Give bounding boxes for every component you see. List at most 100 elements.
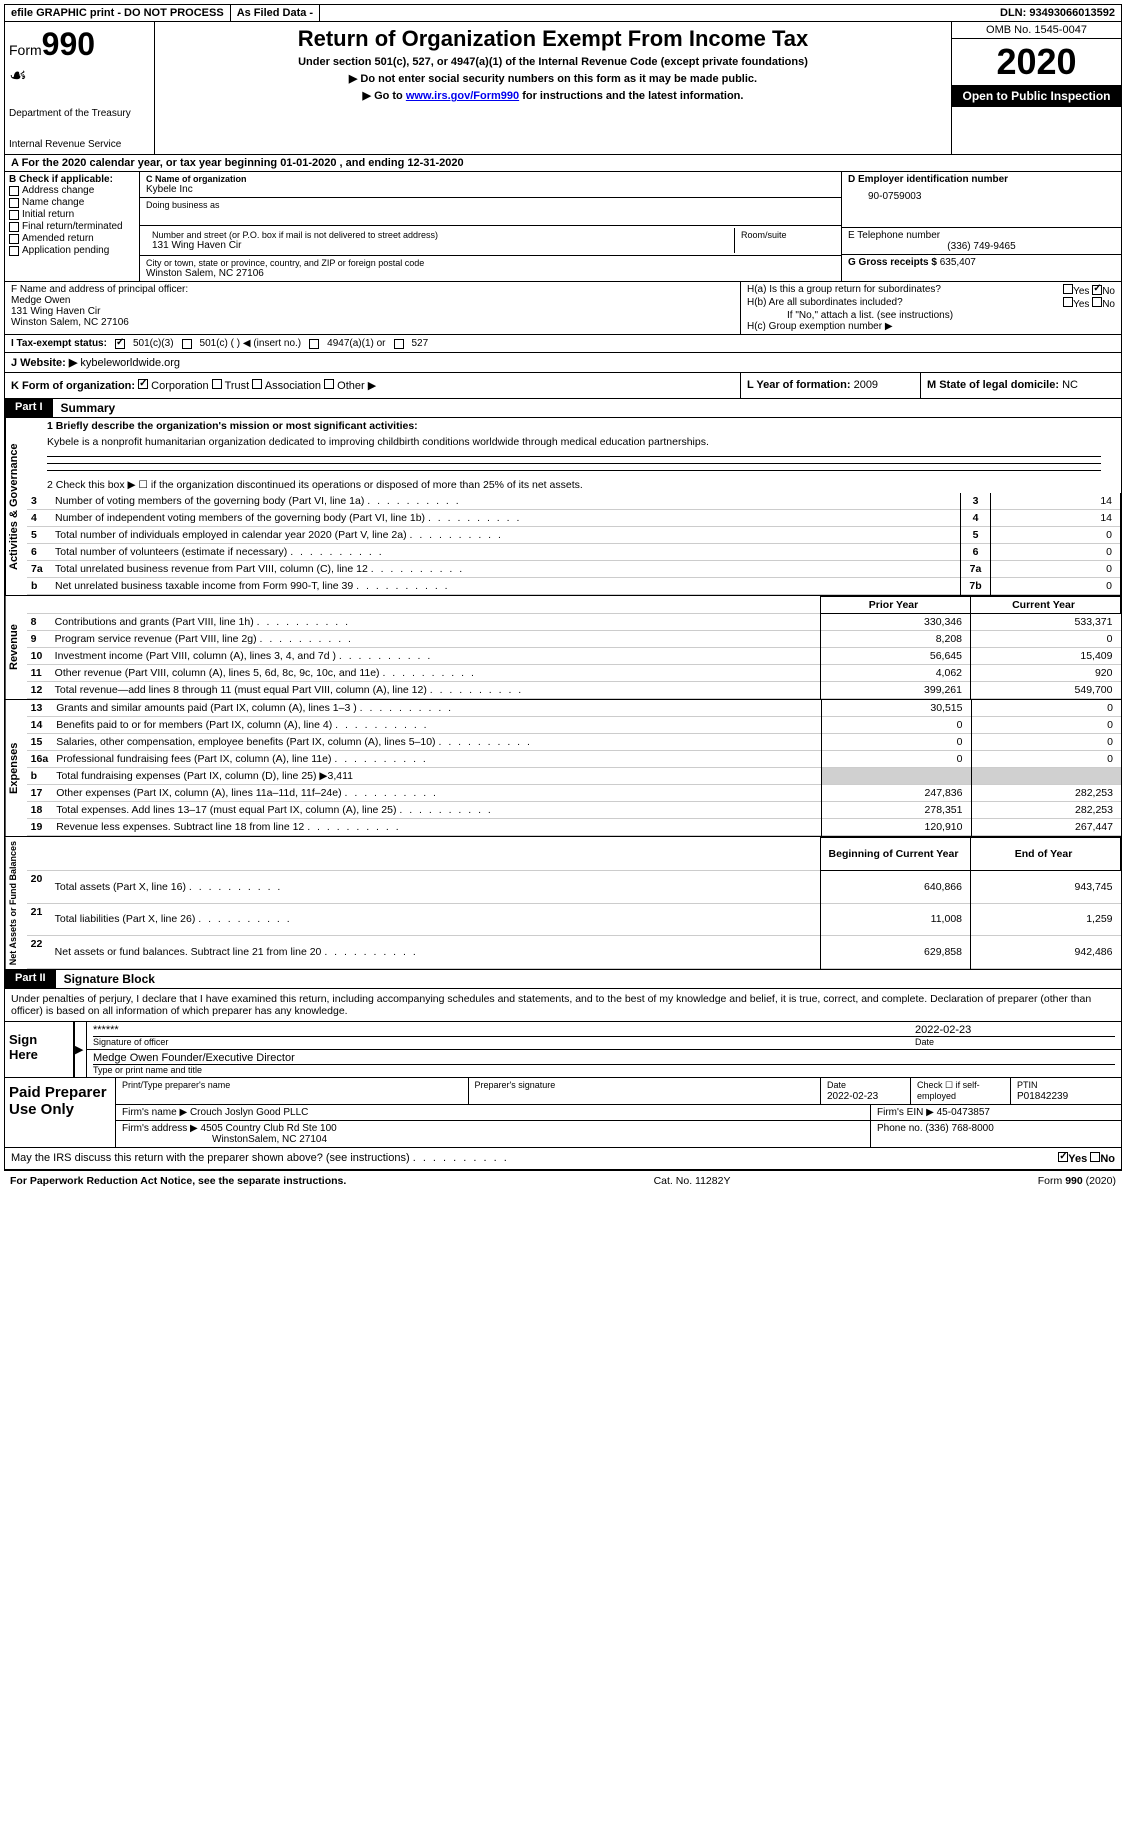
ptin-label: PTIN [1017, 1080, 1038, 1090]
dln-text: DLN: 93493066013592 [994, 5, 1121, 21]
irs-text: Internal Revenue Service [9, 139, 150, 150]
city-label: City or town, state or province, country… [146, 258, 835, 268]
trust-checkbox[interactable] [212, 379, 222, 389]
addr-label: Number and street (or P.O. box if mail i… [152, 230, 728, 240]
name-label: C Name of organization [146, 174, 247, 184]
part-i-label: Part I [5, 399, 53, 417]
subtitle-1: Under section 501(c), 527, or 4947(a)(1)… [159, 56, 947, 68]
ein-value: 90-0759003 [848, 185, 1115, 208]
dept-treasury: Department of the Treasury [9, 108, 150, 119]
hb-no-checkbox[interactable] [1092, 297, 1102, 307]
ptin-value: P01842239 [1017, 1091, 1068, 1102]
org-name: Kybele Inc [146, 184, 835, 195]
year-formation-label: L Year of formation: [747, 379, 851, 391]
city-state-zip: Winston Salem, NC 27106 [146, 268, 835, 279]
sign-here-row: Sign Here ▶ ****** Signature of officer … [4, 1022, 1122, 1078]
room-label: Room/suite [741, 230, 829, 240]
form-org-label: K Form of organization: [11, 380, 135, 392]
officer-label: F Name and address of principal officer: [11, 284, 734, 295]
ha-yes-checkbox[interactable] [1063, 284, 1073, 294]
part-i-header: Part I Summary [4, 399, 1122, 418]
firm-phone: (336) 768-8000 [925, 1123, 993, 1134]
section-b-title: B Check if applicable: [9, 174, 135, 185]
hb-label: H(b) Are all subordinates included? [747, 297, 903, 310]
hb-yes-checkbox[interactable] [1063, 297, 1073, 307]
asfiled-text: As Filed Data - [231, 5, 320, 21]
assoc-checkbox[interactable] [252, 379, 262, 389]
gross-value: 635,407 [940, 257, 976, 268]
section-fh: F Name and address of principal officer:… [4, 282, 1122, 335]
preparer-row: Paid Preparer Use Only Print/Type prepar… [4, 1078, 1122, 1148]
rev-label: Revenue [5, 596, 27, 699]
checkbox[interactable] [9, 210, 19, 220]
prep-date-label: Date [827, 1080, 846, 1090]
perjury-text: Under penalties of perjury, I declare th… [4, 989, 1122, 1022]
exp-label: Expenses [5, 700, 27, 836]
top-bar: efile GRAPHIC print - DO NOT PROCESS As … [4, 4, 1122, 22]
dba-label: Doing business as [146, 200, 835, 210]
ha-no-checkbox[interactable] [1092, 285, 1102, 295]
firm-addr-label: Firm's address ▶ [122, 1123, 198, 1134]
ha-label: H(a) Is this a group return for subordin… [747, 284, 941, 297]
subtitle-3: ▶ Go to www.irs.gov/Form990 for instruct… [159, 89, 947, 102]
phone-value: (336) 749-9465 [848, 241, 1115, 252]
tax-year: 2020 [952, 39, 1121, 85]
prep-sig-label: Preparer's signature [475, 1080, 556, 1090]
phone-label: E Telephone number [848, 230, 1115, 241]
gross-label: G Gross receipts $ [848, 257, 937, 268]
gov-label: Activities & Governance [5, 418, 27, 595]
form-title: Return of Organization Exempt From Incom… [159, 26, 947, 52]
prep-name-label: Print/Type preparer's name [122, 1080, 230, 1090]
501c-checkbox[interactable] [182, 339, 192, 349]
omb-number: OMB No. 1545-0047 [952, 22, 1121, 39]
self-emp-label: Check ☐ if self-employed [917, 1080, 980, 1101]
netassets-section: Net Assets or Fund Balances Beginning of… [4, 837, 1122, 970]
sig-date: 2022-02-23 [915, 1024, 1115, 1036]
checkbox[interactable] [9, 222, 19, 232]
subtitle-2: ▶ Do not enter social security numbers o… [159, 72, 947, 85]
section-bcd: B Check if applicable: Address changeNam… [4, 172, 1122, 282]
other-checkbox[interactable] [324, 379, 334, 389]
cat-no: Cat. No. 11282Y [654, 1175, 731, 1187]
firm-name-label: Firm's name ▶ [122, 1107, 187, 1118]
expenses-section: Expenses 13Grants and similar amounts pa… [4, 700, 1122, 837]
form-number: 990 [42, 26, 95, 62]
checkbox[interactable] [9, 186, 19, 196]
paperwork-notice: For Paperwork Reduction Act Notice, see … [10, 1175, 346, 1187]
501c3-checkbox[interactable] [115, 339, 125, 349]
firm-addr2: WinstonSalem, NC 27104 [122, 1134, 327, 1145]
corp-checkbox[interactable] [138, 379, 148, 389]
website-label: J Website: ▶ [11, 357, 77, 369]
line1-label: 1 Briefly describe the organization's mi… [47, 420, 418, 432]
discuss-row: May the IRS discuss this return with the… [4, 1148, 1122, 1170]
net-label: Net Assets or Fund Balances [5, 837, 27, 969]
firm-phone-label: Phone no. [877, 1123, 923, 1134]
officer-addr1: 131 Wing Haven Cir [11, 306, 734, 317]
4947-checkbox[interactable] [309, 339, 319, 349]
officer-name-title: Medge Owen Founder/Executive Director [93, 1052, 1115, 1064]
form-ref: Form 990 (2020) [1038, 1175, 1116, 1187]
discuss-no-checkbox[interactable] [1090, 1152, 1100, 1162]
officer-name: Medge Owen [11, 295, 734, 306]
checkbox[interactable] [9, 198, 19, 208]
mission-text: Kybele is a nonprofit humanitarian organ… [27, 434, 1121, 450]
part-ii-label: Part II [5, 970, 56, 988]
line2-text: 2 Check this box ▶ ☐ if the organization… [27, 477, 1121, 493]
527-checkbox[interactable] [394, 339, 404, 349]
firm-addr1: 4505 Country Club Rd Ste 100 [201, 1123, 337, 1134]
name-title-label: Type or print name and title [93, 1064, 1115, 1075]
checkbox[interactable] [9, 234, 19, 244]
form-header: Form990 ☙ Department of the Treasury Int… [4, 22, 1122, 155]
sig-date-label: Date [915, 1036, 1115, 1047]
firm-name: Crouch Joslyn Good PLLC [190, 1107, 308, 1118]
prep-date: 2022-02-23 [827, 1091, 878, 1102]
discuss-yes-checkbox[interactable] [1058, 1152, 1068, 1162]
checkbox[interactable] [9, 246, 19, 256]
efile-text: efile GRAPHIC print - DO NOT PROCESS [5, 5, 231, 21]
sign-here-label: Sign Here [5, 1022, 75, 1077]
irs-link[interactable]: www.irs.gov/Form990 [406, 90, 519, 102]
street-address: 131 Wing Haven Cir [152, 240, 728, 251]
hc-label: H(c) Group exemption number ▶ [747, 321, 1115, 332]
activities-governance: Activities & Governance 1 Briefly descri… [4, 418, 1122, 596]
part-ii-title: Signature Block [56, 970, 163, 988]
